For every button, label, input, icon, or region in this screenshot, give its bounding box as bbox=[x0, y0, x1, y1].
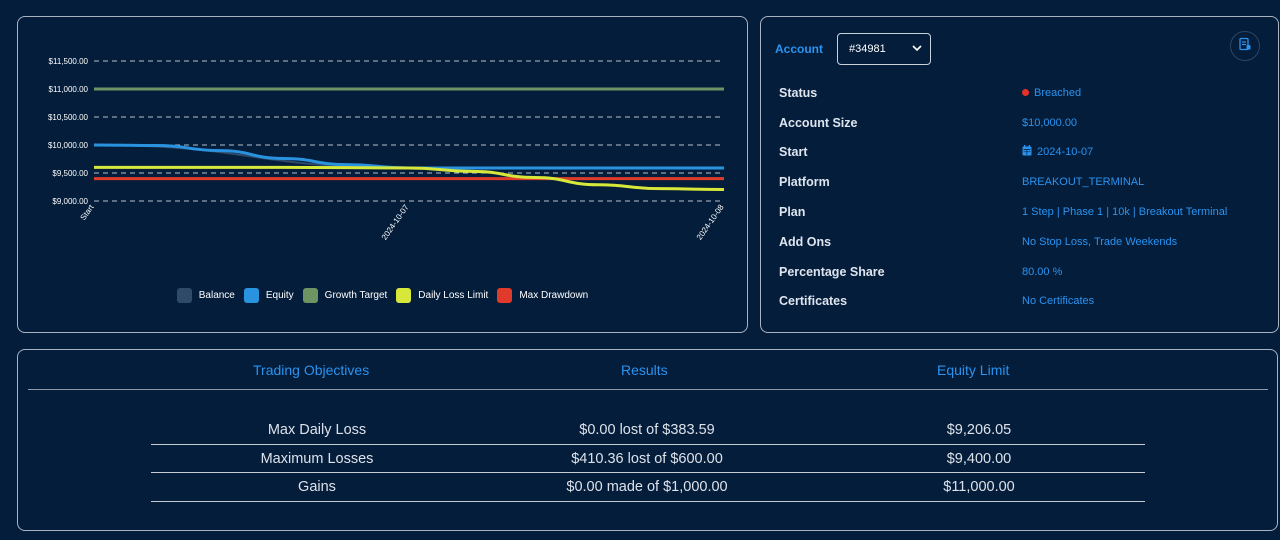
account-details-list: Status Breached Account Size $10,000.00 … bbox=[779, 78, 1269, 316]
y-tick-label: $10,000.00 bbox=[48, 141, 89, 150]
account-info-panel: Account #34981 Status Breached bbox=[760, 16, 1279, 333]
info-key-start: Start bbox=[779, 145, 808, 160]
y-tick-label: $11,500.00 bbox=[49, 57, 89, 66]
info-row-plan: Plan 1 Step | Phase 1 | 10k | Breakout T… bbox=[779, 197, 1269, 227]
legend-item-equity[interactable]: Equity bbox=[243, 288, 294, 303]
chart-legend: Balance Equity Growth Target Daily Loss … bbox=[18, 288, 749, 303]
x-tick-label: 2024-10-07 bbox=[380, 203, 411, 242]
legend-item-balance[interactable]: Balance bbox=[176, 288, 235, 303]
header-trading-objectives: Trading Objectives bbox=[253, 361, 370, 378]
legend-swatch-balance bbox=[176, 288, 192, 303]
table-row: Max Daily Loss $0.00 lost of $383.59 $9,… bbox=[151, 416, 1145, 445]
account-label: Account bbox=[775, 42, 823, 56]
info-value-platform: BREAKOUT_TERMINAL bbox=[1022, 176, 1145, 189]
info-value-account-size: $10,000.00 bbox=[1022, 116, 1078, 129]
result-cell: $410.36 lost of $600.00 bbox=[571, 450, 723, 467]
account-selector-row: Account #34981 bbox=[775, 33, 931, 65]
account-select-value: #34981 bbox=[849, 43, 886, 55]
objective-cell: Maximum Losses bbox=[260, 450, 374, 467]
info-value-plan: 1 Step | Phase 1 | 10k | Breakout Termin… bbox=[1022, 206, 1228, 219]
info-value-certificates: No Certificates bbox=[1022, 295, 1095, 308]
table-row: Maximum Losses $410.36 lost of $600.00 $… bbox=[151, 445, 1145, 474]
info-row-start: Start 2024-10-07 bbox=[779, 138, 1269, 168]
objective-cell: Max Daily Loss bbox=[267, 421, 367, 438]
x-tick-label: 2024-10-08 bbox=[695, 203, 726, 242]
info-key-certificates: Certificates bbox=[779, 294, 848, 309]
result-cell: $0.00 lost of $383.59 bbox=[579, 421, 715, 438]
info-value-add-ons: No Stop Loss, Trade Weekends bbox=[1022, 235, 1178, 248]
calendar-icon bbox=[1022, 145, 1032, 159]
info-key-add-ons: Add Ons bbox=[779, 234, 832, 249]
legend-label-equity: Equity bbox=[265, 290, 294, 301]
legend-item-growth-target[interactable]: Growth Target bbox=[302, 288, 388, 303]
y-tick-label: $9,500.00 bbox=[52, 169, 88, 178]
legend-swatch-equity bbox=[243, 288, 259, 303]
legend-item-max-drawdown[interactable]: Max Drawdown bbox=[497, 288, 588, 303]
info-value-percentage-share: 80.00 % bbox=[1022, 265, 1063, 278]
header-equity-limit: Equity Limit bbox=[937, 361, 1010, 378]
account-select[interactable]: #34981 bbox=[837, 33, 931, 65]
status-dot-icon bbox=[1022, 89, 1029, 97]
header-results: Results bbox=[621, 361, 668, 378]
info-key-percentage-share: Percentage Share bbox=[779, 264, 885, 279]
equity-limit-cell: $9,206.05 bbox=[946, 421, 1012, 438]
info-row-account-size: Account Size $10,000.00 bbox=[779, 108, 1269, 138]
info-key-account-size: Account Size bbox=[779, 115, 858, 130]
info-row-status: Status Breached bbox=[779, 78, 1269, 108]
info-key-platform: Platform bbox=[779, 175, 830, 190]
result-cell: $0.00 made of $1,000.00 bbox=[566, 479, 728, 496]
equity-limit-cell: $11,000.00 bbox=[943, 479, 1015, 496]
legend-label-daily-loss-limit: Daily Loss Limit bbox=[418, 290, 489, 301]
info-row-platform: Platform BREAKOUT_TERMINAL bbox=[779, 167, 1269, 197]
legend-label-max-drawdown: Max Drawdown bbox=[519, 290, 589, 301]
document-icon bbox=[1238, 37, 1252, 56]
equity-limit-cell: $9,400.00 bbox=[946, 450, 1012, 467]
objective-cell: Gains bbox=[298, 479, 336, 496]
info-value-start: 2024-10-07 bbox=[1022, 145, 1093, 159]
legend-item-daily-loss-limit[interactable]: Daily Loss Limit bbox=[396, 288, 488, 303]
legend-swatch-daily-loss-limit bbox=[396, 288, 412, 303]
series-line-equity bbox=[93, 143, 724, 170]
document-button[interactable] bbox=[1230, 31, 1260, 61]
info-row-certificates: Certificates No Certificates bbox=[779, 287, 1269, 317]
info-key-plan: Plan bbox=[779, 205, 806, 220]
info-value-status: Breached bbox=[1022, 87, 1081, 99]
chart-panel: $9,000.00 $9,500.00 $10,000.00 $10,500.00 $1… bbox=[17, 16, 748, 333]
series-line-daily-loss-limit bbox=[93, 165, 725, 191]
trading-objectives-panel: Trading Objectives Results Equity Limit … bbox=[17, 349, 1278, 531]
y-tick-label: $9,000.00 bbox=[52, 197, 88, 206]
info-key-status: Status bbox=[779, 85, 818, 100]
info-row-add-ons: Add Ons No Stop Loss, Trade Weekends bbox=[779, 227, 1269, 257]
equity-chart: $9,000.00 $9,500.00 $10,000.00 $10,500.00 $1… bbox=[48, 57, 726, 242]
legend-label-growth-target: Growth Target bbox=[324, 290, 388, 301]
table-row: Gains $0.00 made of $1,000.00 $11,000.00 bbox=[151, 473, 1145, 503]
legend-label-balance: Balance bbox=[198, 290, 235, 301]
y-tick-label: $11,000.00 bbox=[49, 85, 89, 94]
y-tick-label: $10,500.00 bbox=[48, 113, 89, 122]
status-text: Breached bbox=[1034, 86, 1082, 99]
chevron-down-icon bbox=[912, 44, 922, 55]
info-row-percentage-share: Percentage Share 80.00 % bbox=[779, 257, 1269, 287]
legend-swatch-max-drawdown bbox=[497, 288, 513, 303]
legend-swatch-growth-target bbox=[302, 288, 318, 303]
start-date-text: 2024-10-07 bbox=[1037, 146, 1094, 159]
objectives-header: Trading Objectives Results Equity Limit bbox=[28, 350, 1268, 390]
objectives-table: Max Daily Loss $0.00 lost of $383.59 $9,… bbox=[151, 416, 1145, 503]
